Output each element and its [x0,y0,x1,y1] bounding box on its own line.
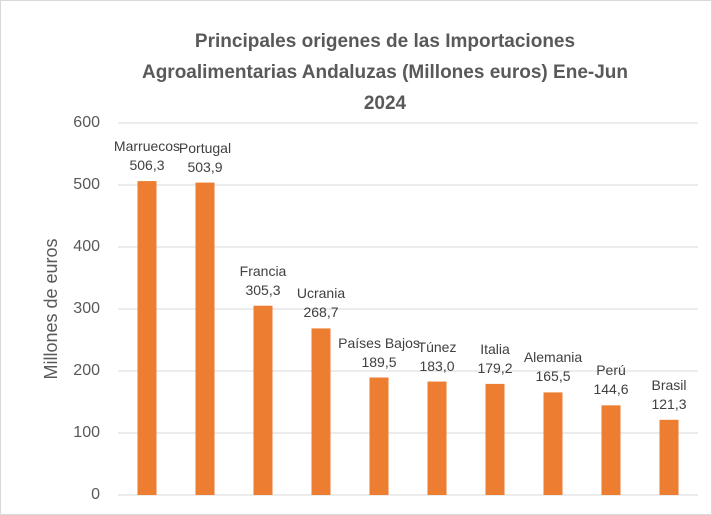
category-label: Portugal [178,139,232,156]
data-label: Francia 305,3 [221,262,305,300]
value-label: 144,6 [593,381,629,398]
bar [253,305,273,495]
data-label: Portugal 503,9 [163,139,247,177]
y-tick-label: 100 [73,424,100,441]
data-label: Marruecos 506,3 [105,137,189,175]
chart-title: Principales origenes de las Importacione… [141,31,628,114]
category-label: Túnez [417,338,457,355]
category-label: Brasil [651,376,687,393]
bar [659,419,679,495]
y-tick-label: 400 [73,238,100,255]
bar [311,328,331,495]
data-label: Alemania 165,5 [511,348,595,386]
category-label: Países Bajos [338,334,420,351]
value-label: 189,5 [361,353,397,370]
value-label: 121,3 [651,395,687,412]
value-label: 503,9 [187,158,223,175]
data-label: Túnez 183,0 [395,338,479,376]
data-label: Países Bajos 189,5 [337,334,421,372]
data-label: Brasil 121,3 [627,376,711,414]
bar [369,377,389,495]
bar [601,405,621,495]
data-label: Ucrania 268,7 [279,284,363,322]
category-label: Marruecos [113,138,181,155]
value-label: 165,5 [535,368,571,385]
bar [543,392,563,495]
y-tick-label: 600 [73,114,100,131]
value-label: 506,3 [129,157,165,174]
data-label: Italia 179,2 [453,340,537,378]
y-tick-label: 200 [73,362,100,379]
bar [137,181,157,495]
data-label: Perú 144,6 [569,361,653,399]
category-label: Francia [239,262,287,279]
y-axis-label: Millones de euros [41,238,61,379]
y-tick-label: 500 [73,176,100,193]
category-label: Italia [480,340,510,357]
bar [485,383,505,495]
value-label: 305,3 [245,281,281,298]
value-label: 268,7 [303,304,339,321]
y-tick-label: 300 [73,300,100,317]
category-label: Alemania [523,349,583,366]
value-label: 179,2 [477,359,513,376]
category-label: Ucrania [296,285,346,302]
bar [427,381,447,495]
category-label: Perú [596,362,626,379]
value-label: 183,0 [419,357,455,374]
y-tick-label: 0 [91,486,100,503]
bar [195,182,215,495]
